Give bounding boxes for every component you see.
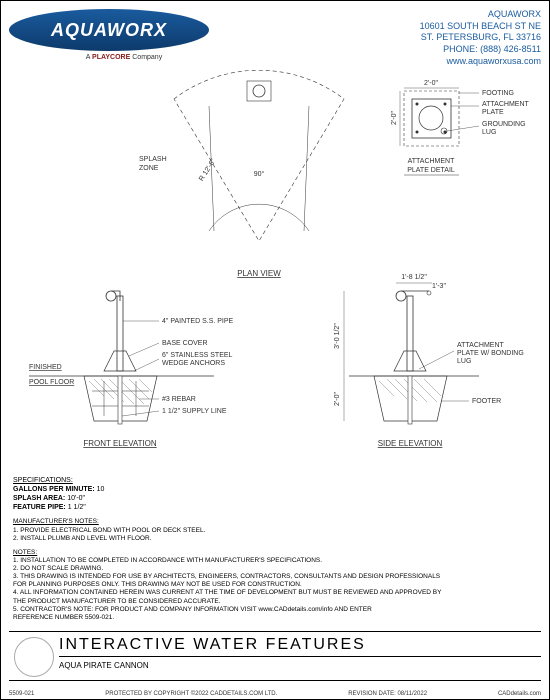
side-l1b: PLATE W/ BONDING [457,350,524,357]
gnote3: 3. THIS DRAWING IS INTENDED FOR USE BY A… [13,573,441,581]
detail-l1: FOOTING [482,90,514,97]
footer-ref: 5509-021 [9,691,34,697]
side-d2: 3'-0 1/2" [334,323,341,349]
splash-zone-1: SPLASH [139,156,167,163]
specs-hdr: SPECIFICATIONS: [13,476,441,485]
mnote1: 1. PROVIDE ELECTRICAL BOND WITH POOL OR … [13,527,441,535]
side-d3: 2'-0" [334,392,341,406]
side-d1: 1'-8 1/2" [401,274,427,281]
detail-l2b: PLATE [482,109,504,116]
logo-text: AQUAWORX [51,20,167,41]
side-l1c: LUG [457,358,471,365]
spec3v: 1 1/2" [68,504,86,511]
front-l4: #3 REBAR [162,396,196,403]
plan-radius: R 12'-6" [198,157,217,182]
title-sub: AQUA PIRATE CANNON [59,661,541,670]
contact-web: www.aquaworxusa.com [420,56,541,68]
mnote2: 2. INSTALL PLUMB AND LEVEL WITH FLOOR. [13,535,441,543]
title-text: INTERACTIVE WATER FEATURES AQUA PIRATE C… [59,632,541,680]
spec2v: 10'-0" [67,495,85,502]
gnote3b: FOR PLANNING PURPOSES ONLY. THIS DRAWING… [13,581,441,589]
contact-name: AQUAWORX [420,9,541,21]
drawing-svg: 90° R 12'-6" SPLASH ZONE PLAN VIEW 2'-0" [9,81,543,481]
front-elevation: 4" PAINTED S.S. PIPE BASE COVER 6" STAIN… [29,291,234,448]
logo-tagline: A PLAYCORE Company [9,54,239,61]
tagline-brand: PLAYCORE [92,54,130,61]
logo-oval: AQUAWORX [9,9,209,51]
front-l3b: WEDGE ANCHORS [162,360,225,367]
gnotes: NOTES: 1. INSTALLATION TO BE COMPLETED I… [13,549,441,622]
detail-h: 2'-0" [391,111,398,125]
detail-w: 2'-0" [424,80,438,87]
detail-l3b: LUG [482,129,496,136]
splash-zone-2: ZONE [139,165,159,172]
detail-l2a: ATTACHMENT [482,101,530,108]
plan-view: 90° R 12'-6" SPLASH ZONE PLAN VIEW [139,70,344,278]
plan-angle: 90° [254,170,265,178]
side-l2: FOOTER [472,398,501,405]
detail-title-1: ATTACHMENT [408,158,456,165]
title-block: INTERACTIVE WATER FEATURES AQUA PIRATE C… [9,631,541,681]
footer-copy: PROTECTED BY COPYRIGHT ©2022 CADDETAILS.… [105,691,277,697]
front-pool: POOL FLOOR [29,379,74,386]
mnotes: MANUFACTURER'S NOTES: 1. PROVIDE ELECTRI… [13,518,441,542]
tagline-post: Company [130,54,162,61]
front-l2: BASE COVER [162,340,208,347]
contact-addr2: ST. PETERSBURG, FL 33716 [420,32,541,44]
mnotes-hdr: MANUFACTURER'S NOTES: [13,518,441,526]
contact-phone: PHONE: (888) 426-8511 [420,44,541,56]
plan-title: PLAN VIEW [237,269,281,278]
logo-area: AQUAWORX A PLAYCORE Company [9,9,239,61]
gnote5: 5. CONTRACTOR'S NOTE: FOR PRODUCT AND CO… [13,606,441,614]
specs-block: SPECIFICATIONS: GALLONS PER MINUTE: 10 S… [13,476,441,622]
spec2k: SPLASH AREA: [13,495,65,502]
title-main: INTERACTIVE WATER FEATURES [59,636,541,657]
page: AQUAWORX A PLAYCORE Company AQUAWORX 106… [0,0,550,700]
drawing-area: 90° R 12'-6" SPLASH ZONE PLAN VIEW 2'-0" [9,81,541,481]
front-l5: 1 1/2" SUPPLY LINE [162,408,227,415]
gnote5b: REFERENCE NUMBER 5509-021. [13,614,441,622]
contact-block: AQUAWORX 10601 SOUTH BEACH ST NE ST. PET… [420,9,541,67]
spec1k: GALLONS PER MINUTE: [13,486,95,493]
plate-detail: 2'-0" 2'-0" FOOTING ATTACHMENT PLATE GRO… [391,80,530,175]
side-elevation: 1'-8 1/2" 1'-3" 3'-0 1/2" 2'-0" ATTACHME… [334,274,524,448]
front-l3a: 6" STAINLESS STEEL [162,352,233,359]
contact-addr1: 10601 SOUTH BEACH ST NE [420,21,541,33]
footer: 5509-021 PROTECTED BY COPYRIGHT ©2022 CA… [9,691,541,697]
front-finished: FINISHED [29,364,62,371]
side-l1a: ATTACHMENT [457,342,505,349]
side-d4: 1'-3" [432,283,446,290]
front-l1: 4" PAINTED S.S. PIPE [162,318,234,325]
footer-site: CADdetails.com [498,691,541,697]
detail-l3a: GROUNDING [482,121,526,128]
gnote1: 1. INSTALLATION TO BE COMPLETED IN ACCOR… [13,557,441,565]
footer-rev: REVISION DATE: 08/11/2022 [348,691,427,697]
spec1v: 10 [97,486,105,493]
gnote4b: THE PRODUCT MANUFACTURER TO BE CONSIDERE… [13,598,441,606]
detail-title-2: PLATE DETAIL [407,167,455,174]
gnote2: 2. DO NOT SCALE DRAWING. [13,565,441,573]
header: AQUAWORX A PLAYCORE Company AQUAWORX 106… [9,9,541,79]
gnote4: 4. ALL INFORMATION CONTAINED HEREIN WAS … [13,589,441,597]
side-title: SIDE ELEVATION [378,439,443,448]
title-circle [14,637,54,677]
spec3k: FEATURE PIPE: [13,504,66,511]
gnotes-hdr: NOTES: [13,549,441,557]
front-title: FRONT ELEVATION [83,439,157,448]
